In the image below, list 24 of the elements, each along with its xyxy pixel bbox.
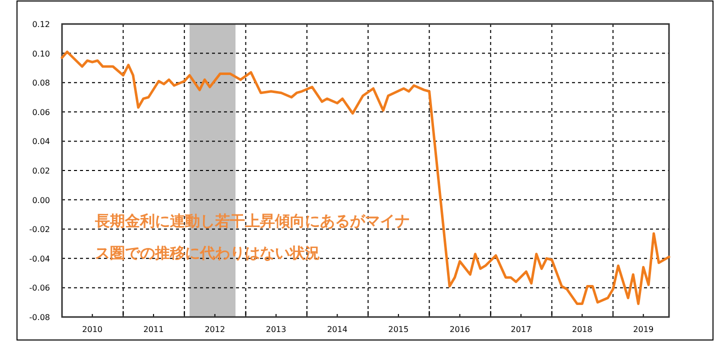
y-tick-label: 0.10: [32, 49, 50, 58]
line-series: [60, 50, 670, 306]
y-tick-label: 0.12: [32, 20, 50, 29]
x-tick-label: 2014: [327, 325, 348, 334]
y-tick-label: -0.08: [29, 313, 50, 322]
y-tick-label: -0.02: [29, 225, 50, 234]
x-tick-label: 2016: [450, 325, 470, 334]
y-tick-label: 0.02: [32, 166, 50, 176]
x-tick-label: 2015: [388, 325, 409, 334]
x-tick-label: 2010: [82, 325, 103, 334]
x-tick-label: 2018: [572, 325, 592, 334]
y-tick-label: 0.04: [32, 137, 50, 146]
x-tick-label: 2017: [510, 325, 532, 334]
y-tick-label: 0.00: [32, 196, 50, 205]
y-tick-label: -0.06: [29, 284, 50, 293]
annotation: ス圏での推移に代わりはない状況: [95, 244, 320, 262]
x-tick-label: 2011: [143, 325, 164, 334]
x-tick-label: 2012: [204, 325, 226, 334]
x-tick-label: 2019: [633, 325, 654, 334]
y-tick-label: 0.08: [32, 78, 50, 88]
annotation: 長期金利に連動し若干上昇傾向にあるがマイナ: [94, 212, 410, 230]
y-tick-label: 0.06: [32, 108, 50, 117]
y-tick-label: -0.04: [29, 254, 50, 264]
x-tick-label: 2013: [266, 325, 286, 334]
